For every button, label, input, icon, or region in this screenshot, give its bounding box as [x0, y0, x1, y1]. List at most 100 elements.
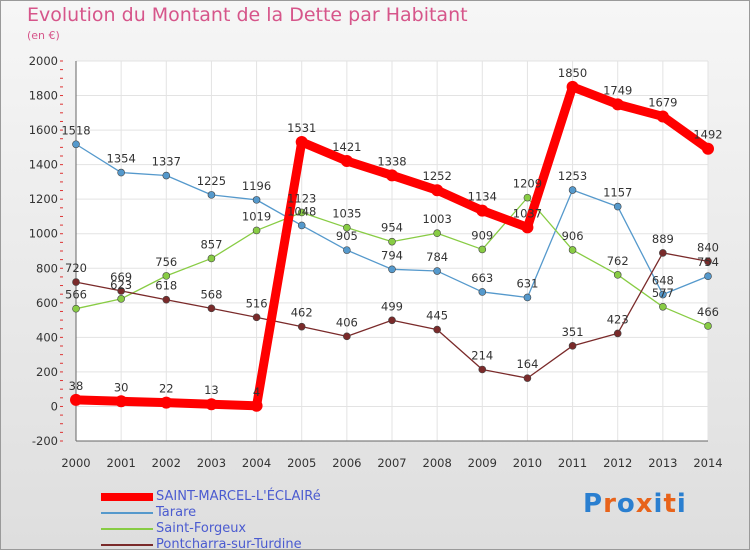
data-label: 663 — [471, 271, 493, 285]
data-point — [205, 398, 218, 411]
data-point — [70, 393, 82, 406]
legend-swatch — [101, 544, 153, 546]
data-label: 13 — [204, 383, 219, 397]
data-label: 840 — [697, 240, 719, 254]
x-tick-label: 2008 — [423, 456, 452, 470]
legend-item: SAINT-MARCEL-L'ÉCLAIRé — [101, 489, 361, 505]
data-label: 1531 — [287, 121, 316, 135]
proxiti-logo: Proxiti — [583, 489, 687, 519]
legend-label: SAINT-MARCEL-L'ÉCLAIRé — [156, 489, 321, 504]
data-label: 1157 — [603, 186, 632, 200]
data-label: 631 — [516, 276, 538, 290]
data-label: 1252 — [423, 169, 452, 183]
data-label: 889 — [652, 232, 674, 246]
data-label: 1421 — [332, 140, 361, 154]
data-label: 1337 — [152, 155, 181, 169]
data-label: 1225 — [197, 174, 226, 188]
chart-subtitle: (en €) — [27, 29, 60, 42]
data-label: 499 — [381, 299, 403, 313]
data-point — [250, 399, 263, 412]
data-point — [523, 193, 532, 202]
data-point — [704, 272, 712, 281]
data-label: 794 — [381, 248, 403, 262]
logo-letter: t — [663, 489, 677, 519]
data-point — [207, 254, 216, 263]
data-label: 516 — [246, 296, 268, 310]
data-label: 954 — [381, 221, 403, 235]
legend-item: Saint-Forgeux — [101, 521, 361, 537]
data-point — [343, 223, 351, 232]
y-tick-label: 1600 — [29, 123, 58, 137]
data-label: 1492 — [693, 128, 722, 142]
x-tick-label: 2006 — [332, 456, 361, 470]
data-point — [568, 186, 577, 194]
legend-swatch — [101, 493, 153, 501]
data-point — [388, 237, 396, 246]
data-label: 762 — [607, 254, 629, 268]
data-point — [340, 155, 353, 168]
data-label: 1679 — [648, 95, 677, 109]
data-label: 214 — [471, 348, 493, 362]
data-label: 1048 — [287, 204, 316, 218]
data-point — [343, 332, 351, 341]
data-label: 566 — [65, 288, 87, 302]
data-label: 466 — [697, 305, 719, 319]
logo-letter: x — [635, 489, 654, 519]
data-label: 1338 — [377, 154, 406, 168]
data-point — [72, 304, 80, 313]
data-label: 22 — [159, 382, 174, 396]
data-point — [297, 322, 306, 331]
x-tick-label: 2013 — [648, 456, 677, 470]
data-point — [162, 171, 171, 180]
data-label: 1253 — [558, 169, 587, 183]
data-point — [295, 136, 308, 149]
x-tick-label: 2010 — [513, 456, 542, 470]
data-label: 905 — [336, 229, 358, 243]
legend-swatch — [101, 528, 153, 530]
data-point — [613, 271, 622, 279]
data-point — [659, 290, 667, 299]
data-point — [388, 265, 396, 274]
data-point — [252, 196, 261, 204]
data-label: 1209 — [513, 177, 542, 191]
data-label: 1123 — [287, 191, 316, 205]
data-label: 1749 — [603, 83, 632, 97]
data-label: 577 — [652, 286, 674, 300]
data-label: 38 — [69, 379, 84, 393]
data-point — [72, 140, 80, 149]
data-point — [117, 168, 125, 177]
data-label: 1354 — [107, 152, 136, 166]
data-label: 618 — [155, 279, 177, 293]
y-tick-label: 0 — [51, 399, 58, 413]
data-label: 906 — [562, 229, 584, 243]
logo-letter: o — [616, 489, 636, 519]
data-point — [162, 295, 171, 304]
legend-swatch — [101, 512, 153, 514]
chart-legend: SAINT-MARCEL-L'ÉCLAIRé Tarare Saint-Forgeu… — [101, 489, 361, 553]
y-tick-label: 800 — [36, 261, 58, 275]
data-label: 909 — [471, 228, 493, 242]
y-tick-label: 1200 — [29, 192, 58, 206]
data-point — [521, 221, 534, 234]
data-point — [659, 302, 667, 311]
x-tick-label: 2004 — [242, 456, 271, 470]
data-label: 164 — [516, 357, 538, 371]
data-label: 406 — [336, 315, 358, 329]
data-label: 756 — [155, 255, 177, 269]
data-label: 648 — [652, 274, 674, 288]
logo-letter: r — [603, 489, 617, 519]
data-label: 623 — [110, 278, 132, 292]
data-point — [611, 98, 624, 111]
y-tick-label: -200 — [32, 434, 58, 448]
data-point — [252, 226, 261, 235]
data-point — [656, 110, 669, 123]
legend-item: Tarare — [101, 505, 361, 521]
data-label: 30 — [114, 380, 129, 394]
data-point — [343, 246, 351, 254]
data-label: 1196 — [242, 179, 271, 193]
x-tick-label: 2012 — [603, 456, 632, 470]
data-point — [704, 322, 712, 330]
data-point — [568, 342, 577, 350]
data-point — [523, 374, 532, 382]
